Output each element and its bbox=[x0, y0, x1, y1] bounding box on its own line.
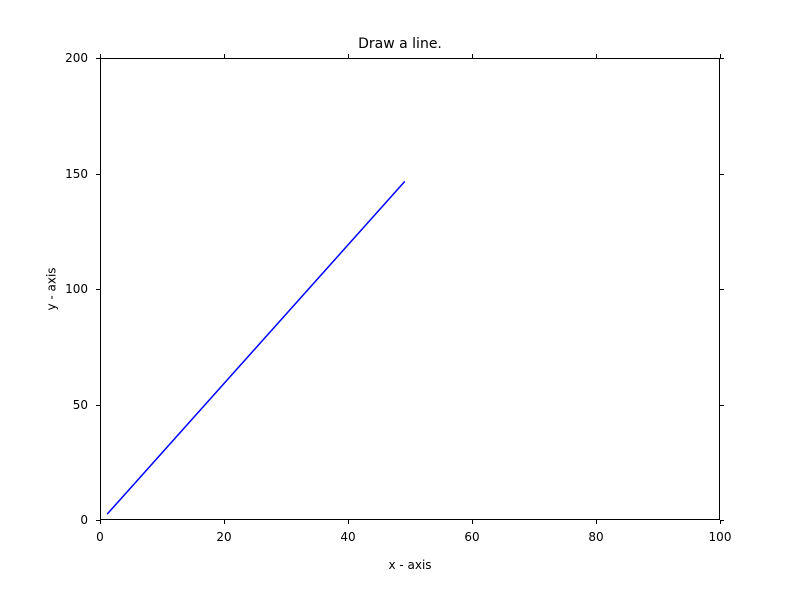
x-tick-mark bbox=[100, 54, 101, 58]
x-tick-mark bbox=[348, 54, 349, 58]
x-tick-mark bbox=[100, 520, 101, 524]
x-tick-mark bbox=[596, 54, 597, 58]
y-tick-label: 200 bbox=[48, 51, 88, 65]
x-axis-label: x - axis bbox=[388, 558, 431, 572]
y-tick-label: 50 bbox=[48, 398, 88, 412]
y-tick-mark bbox=[96, 289, 100, 290]
line-series bbox=[101, 59, 721, 521]
y-tick-mark bbox=[720, 289, 724, 290]
x-tick-mark bbox=[224, 520, 225, 524]
y-tick-mark bbox=[720, 174, 724, 175]
y-tick-mark bbox=[96, 174, 100, 175]
y-tick-mark bbox=[96, 405, 100, 406]
x-tick-mark bbox=[224, 54, 225, 58]
x-tick-label: 40 bbox=[340, 530, 355, 544]
x-tick-mark bbox=[472, 54, 473, 58]
x-tick-mark bbox=[596, 520, 597, 524]
y-tick-mark bbox=[96, 58, 100, 59]
data-line bbox=[107, 181, 405, 514]
y-tick-label: 0 bbox=[48, 513, 88, 527]
chart-figure: Draw a line. x - axis y - axis 020406080… bbox=[0, 0, 800, 600]
x-tick-label: 0 bbox=[96, 530, 104, 544]
y-tick-mark bbox=[720, 405, 724, 406]
x-tick-label: 20 bbox=[216, 530, 231, 544]
chart-title: Draw a line. bbox=[358, 36, 442, 52]
plot-area bbox=[100, 58, 720, 520]
y-tick-mark bbox=[96, 520, 100, 521]
x-tick-label: 60 bbox=[464, 530, 479, 544]
y-tick-mark bbox=[720, 520, 724, 521]
y-tick-label: 150 bbox=[48, 167, 88, 181]
x-tick-mark bbox=[348, 520, 349, 524]
x-tick-label: 80 bbox=[588, 530, 603, 544]
x-tick-mark bbox=[472, 520, 473, 524]
x-tick-label: 100 bbox=[709, 530, 732, 544]
y-tick-label: 100 bbox=[48, 282, 88, 296]
y-tick-mark bbox=[720, 58, 724, 59]
